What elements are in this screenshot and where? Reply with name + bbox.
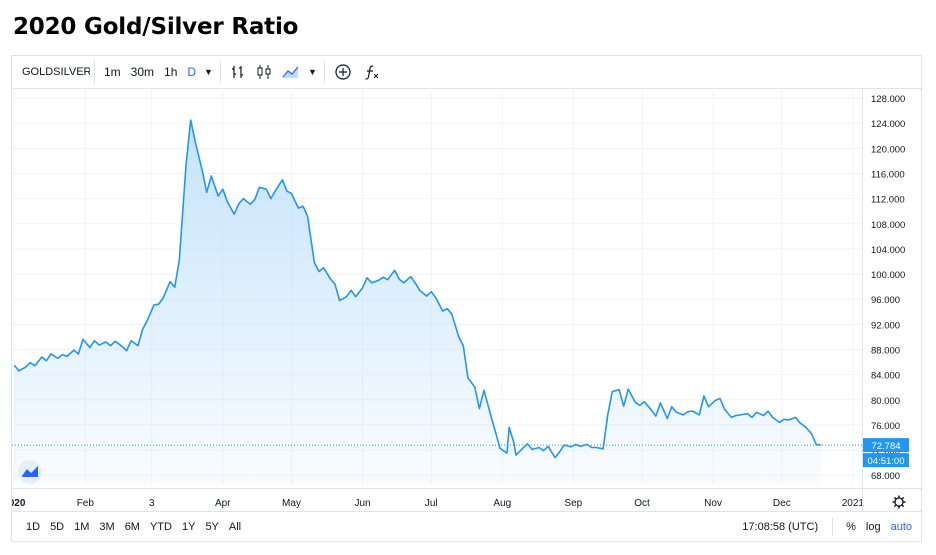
chevron-down-icon[interactable]: ▼ (204, 67, 213, 77)
interval-button-1h[interactable]: 1h (164, 65, 178, 79)
y-tick-label: 108.000 (871, 220, 905, 231)
auto-toggle[interactable]: auto (890, 521, 912, 533)
y-tick-label: 76.000 (871, 421, 900, 432)
range-button-1d[interactable]: 1D (26, 521, 41, 533)
tradingview-logo-glyph (22, 466, 38, 477)
series-area-fill (14, 120, 821, 484)
bottom-toolbar: 1D 5D 1M 3M 6M YTD 1Y 5Y All 17:08:58 (UTC) % log… (12, 511, 921, 542)
x-tick-label: Jun (354, 498, 370, 509)
range-button-1y[interactable]: 1Y (181, 521, 196, 533)
x-tick-label: Aug (493, 498, 511, 509)
function-icon[interactable] (357, 63, 385, 81)
toolbar-divider (219, 60, 221, 84)
chevron-down-icon[interactable]: ▼ (307, 67, 317, 77)
clock-readout: 17:08:58 (UTC) (742, 521, 819, 533)
range-button-5y[interactable]: 5Y (205, 521, 219, 533)
area-chart-icon[interactable] (277, 64, 305, 80)
toolbar-divider (323, 60, 325, 84)
interval-button-30m[interactable]: 30m (130, 65, 155, 79)
range-button-3m[interactable]: 3M (99, 521, 115, 533)
countdown-label: 04:51:00 (868, 456, 905, 467)
x-tick-label: Dec (773, 498, 791, 509)
y-tick-label: 100.000 (871, 270, 905, 281)
y-tick-label: 80.000 (871, 396, 900, 407)
interval-button-1m[interactable]: 1m (104, 65, 121, 79)
price-label-bg (863, 438, 909, 453)
gear-icon-tooth (901, 504, 905, 508)
countdown-label-bg (863, 453, 909, 468)
gear-icon-tooth (901, 496, 905, 500)
y-tick-label: 96.000 (871, 295, 900, 306)
candlestick-icon[interactable] (251, 64, 277, 80)
x-tick-label: 3 (149, 498, 155, 509)
x-tick-label: 2020 (12, 498, 26, 509)
add-indicator-icon[interactable] (329, 63, 357, 81)
price-label: 72.784 (871, 441, 900, 452)
page-title: 2020 Gold/Silver Ratio (13, 14, 299, 40)
range-button-ytd[interactable]: YTD (149, 521, 172, 533)
range-button-1m[interactable]: 1M (74, 521, 90, 533)
y-tick-label: 128.000 (871, 94, 905, 105)
y-tick-label: 84.000 (871, 371, 900, 382)
range-button-all[interactable]: All (228, 521, 242, 533)
range-button-5d[interactable]: 5D (50, 521, 65, 533)
y-tick-label: 124.000 (871, 119, 905, 130)
y-tick-label: 104.000 (871, 245, 905, 256)
x-tick-label: Apr (215, 498, 231, 509)
range-button-6m[interactable]: 6M (124, 521, 140, 533)
interval-button-d[interactable]: D (187, 65, 197, 79)
range-group: 1D 5D 1M 3M 6M YTD 1Y 5Y All (12, 521, 246, 533)
chart-toolbar: GOLDSILVER 1m 30m 1h D ▼ ▼ (12, 56, 921, 89)
chart-canvas[interactable]: 68.00072.00076.00080.00084.00088.00092.0… (12, 56, 921, 511)
y-tick-label: 88.000 (871, 345, 900, 356)
log-toggle[interactable]: log (865, 521, 881, 533)
percent-toggle[interactable]: % (846, 521, 856, 533)
x-tick-label: Nov (704, 498, 722, 509)
symbol-search[interactable]: GOLDSILVER (22, 66, 90, 78)
gear-icon-tooth (893, 504, 897, 508)
bar-chart-icon[interactable] (225, 64, 251, 80)
x-tick-label: May (282, 498, 301, 509)
toolbar-divider (94, 60, 95, 84)
y-tick-label: 116.000 (871, 169, 905, 180)
series-line (13, 119, 821, 459)
y-tick-label: 92.000 (871, 320, 900, 331)
scale-options: % log auto (841, 521, 921, 533)
y-tick-label: 68.000 (871, 471, 900, 482)
gear-icon[interactable] (894, 497, 904, 507)
x-tick-label: Jul (425, 498, 438, 509)
y-tick-label: 120.000 (871, 144, 905, 155)
x-tick-label: Feb (77, 498, 95, 509)
x-tick-label: Sep (564, 498, 582, 509)
toolbar-divider (832, 518, 834, 536)
interval-group: 1m 30m 1h D (99, 65, 201, 79)
y-tick-label: 112.000 (871, 195, 905, 206)
x-tick-label: Oct (634, 498, 650, 509)
gear-icon-tooth (893, 496, 897, 500)
x-tick-label: 2021 (842, 498, 865, 509)
